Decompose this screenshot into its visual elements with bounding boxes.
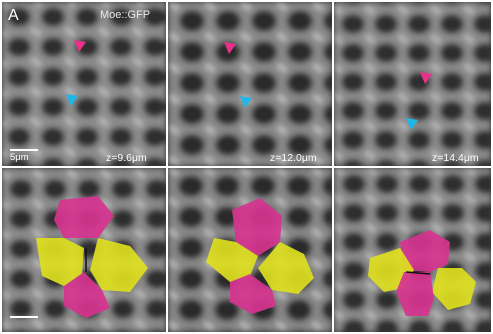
depth-label-2: z=12.0μm [270,152,317,164]
cyan-arrowhead [66,94,78,106]
yellow-cell-right [90,238,148,292]
marker-label: Moe::GFP [100,9,151,21]
magenta-cell-bottom [396,272,434,316]
magenta-cell-top [232,198,282,256]
depth-label-1: z=9.6μm [106,152,147,164]
panel-top-middle: z=12.0μm [168,2,332,166]
panel-bottom-right [334,168,491,332]
micrograph-top-left [2,2,166,166]
magenta-cell-bottom [64,272,110,318]
panel-top-right: z=14.4μm [334,2,491,166]
depth-label-3: z=14.4μm [432,152,479,164]
yellow-cell-left [206,238,258,282]
panel-bottom-left [2,168,166,332]
scale-label: 5μm [10,152,29,163]
yellow-cell-right [432,268,476,310]
magenta-cell-top [400,230,450,272]
micrograph-top-middle [168,2,332,166]
cell-junction [405,271,431,275]
magenta-arrowhead [224,42,236,54]
magenta-arrowhead [420,72,432,84]
micrograph-bottom-left [2,168,166,332]
yellow-cell-right [258,242,314,294]
scale-bar [10,149,38,151]
magenta-cell-top [54,196,114,238]
cyan-arrowhead [240,96,252,108]
micrograph-top-right [334,2,491,166]
panel-letter: A [8,7,19,24]
magenta-cell-bottom [230,274,276,314]
micrograph-bottom-right [334,168,491,332]
cyan-arrowhead [406,118,418,130]
magenta-arrowhead [74,40,86,52]
yellow-cell-left [36,238,84,286]
scale-bar-bottom [10,316,38,318]
panel-bottom-middle [168,168,332,332]
panel-top-left: A Moe::GFP 5μm z=9.6μm [2,2,166,166]
micrograph-bottom-middle [168,168,332,332]
